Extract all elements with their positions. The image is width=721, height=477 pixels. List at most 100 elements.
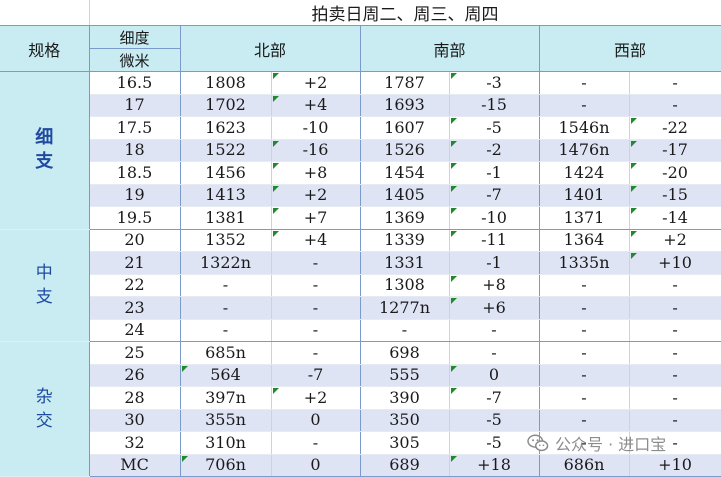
micron-cell: 32 [89,431,181,455]
west-change-cell: -22 [629,116,721,140]
west-price-cell: - [539,409,630,432]
west-price-cell: 1401 [539,184,630,207]
west-change-cell: +10 [629,454,721,477]
table-row: 19 1413 +2 1405 -7 1401 -15 [0,184,721,207]
west-change-cell: -17 [629,139,721,162]
header-north: 北部 [180,25,361,72]
west-price-cell: 1424 [539,161,630,185]
south-change-cell: 0 [449,364,540,387]
north-price-cell: 1456 [180,161,272,185]
south-price-cell: 1405 [360,184,450,207]
west-price-cell: 1364 [539,229,630,252]
table-row: 30 355n 0 350 -5- - [0,409,721,432]
north-price-cell: 564 [180,364,272,387]
south-change-cell: -10 [449,206,540,230]
north-change-cell: 0 [271,409,361,432]
micron-cell: 17 [89,94,181,117]
north-change-cell: +4 [271,229,361,252]
table-row: 中支 20 1352 +4 1339 -11 1364 +2 [0,229,721,342]
micron-cell: 25 [89,341,181,365]
west-price-cell: - [539,71,630,95]
south-price-cell: 305 [360,431,450,455]
west-change-cell: - [629,94,721,117]
west-change-cell: -15 [629,184,721,207]
header-micron: 微米 [89,48,181,72]
west-price-cell: - [539,296,630,320]
north-change-cell: +4 [271,94,361,117]
south-price-cell: 1607 [360,116,450,140]
south-change-cell: -7 [449,184,540,207]
south-change-cell: -3 [449,71,540,95]
west-price-cell: - [539,386,630,410]
west-price-cell: - [539,274,630,297]
south-change-cell: +6 [449,296,540,320]
south-change-cell: -5 [449,116,540,140]
wechat-icon [527,434,549,452]
west-price-cell: - [539,94,630,117]
micron-cell: 20 [89,229,181,252]
micron-cell: MC [89,454,181,477]
micron-cell: 26 [89,364,181,387]
micron-cell: 28 [89,386,181,410]
north-price-cell: 1352 [180,229,272,252]
micron-cell: 21 [89,251,181,275]
south-price-cell: - [360,319,450,342]
south-price-cell: 1693 [360,94,450,117]
west-change-cell: -20 [629,161,721,185]
west-change-cell: - [629,341,721,365]
table-title: 拍卖日周二、周三、周四 [89,0,721,26]
west-price-cell: 1335n [539,251,630,275]
micron-cell: 19.5 [89,206,181,230]
south-price-cell: 698 [360,341,450,365]
table-row: 细支 16.5 1808 +2 1787 -3- - [0,71,721,230]
south-price-cell: 1787 [360,71,450,95]
south-price-cell: 1308 [360,274,450,297]
north-change-cell: - [271,296,361,320]
south-price-cell: 555 [360,364,450,387]
south-price-cell: 689 [360,454,450,477]
north-price-cell: 397n [180,386,272,410]
west-change-cell: - [629,364,721,387]
north-price-cell: 1413 [180,184,272,207]
micron-cell: 24 [89,319,181,342]
south-change-cell: -2 [449,139,540,162]
table-row: 24- - - - - - [0,319,721,342]
south-price-cell: 1454 [360,161,450,185]
north-change-cell: -7 [271,364,361,387]
west-change-cell: - [629,274,721,297]
south-price-cell: 1331 [360,251,450,275]
north-change-cell: +8 [271,161,361,185]
north-change-cell: +2 [271,184,361,207]
header-south: 南部 [360,25,540,72]
spec-group-label: 细支 [0,71,90,230]
west-price-cell: - [539,319,630,342]
north-change-cell: - [271,431,361,455]
micron-cell: 18.5 [89,161,181,185]
south-price-cell: 390 [360,386,450,410]
spec-group-label: 杂交 [0,341,90,477]
north-change-cell: +2 [271,71,361,95]
spec-group-label: 中支 [0,229,90,342]
micron-cell: 16.5 [89,71,181,95]
south-change-cell: -1 [449,161,540,185]
north-price-cell: - [180,274,272,297]
south-change-cell: -5 [449,409,540,432]
south-change-cell: -11 [449,229,540,252]
north-price-cell: 1322n [180,251,272,275]
south-change-cell: -1 [449,251,540,275]
north-price-cell: - [180,319,272,342]
table-row: 18 1522 -16 1526 -2 1476n -17 [0,139,721,162]
west-change-cell: - [629,319,721,342]
table-row: 19.5 1381 +7 1369 -10 1371 -14 [0,206,721,230]
west-change-cell: - [629,71,721,95]
west-price-cell: 1546n [539,116,630,140]
table-row: 28 397n +2 390 -7- - [0,386,721,410]
south-change-cell: -15 [449,94,540,117]
south-price-cell: 1369 [360,206,450,230]
north-price-cell: 1702 [180,94,272,117]
west-price-cell: - [539,341,630,365]
table-row: 18.5 1456 +8 1454 -1 1424 -20 [0,161,721,185]
west-change-cell: - [629,386,721,410]
west-change-cell: - [629,409,721,432]
